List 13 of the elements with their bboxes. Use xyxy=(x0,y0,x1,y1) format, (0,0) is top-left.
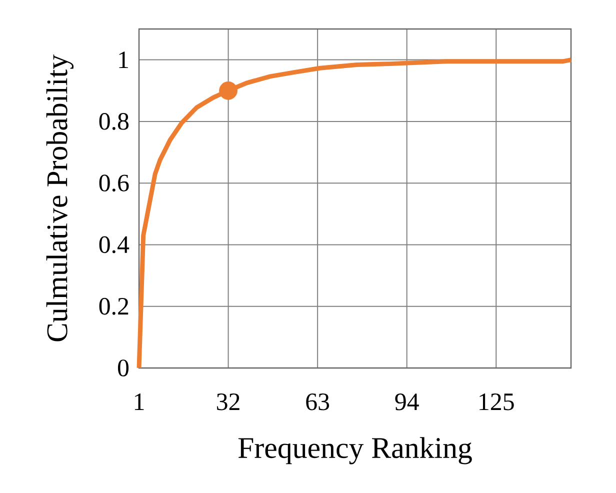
y-tick-label: 0.6 xyxy=(99,174,129,192)
x-tick-label: 94 xyxy=(395,394,419,410)
x-axis-title: Frequency Ranking xyxy=(238,437,472,464)
y-tick-label: 0.2 xyxy=(99,298,128,315)
x-tick-label: 32 xyxy=(217,394,240,410)
y-tick-label: 0 xyxy=(118,360,129,376)
y-tick-label: 1 xyxy=(119,52,128,68)
x-tick-label: 125 xyxy=(480,394,514,410)
y-tick-label: 0.8 xyxy=(99,112,129,130)
y-axis-title: Culmulative Probability xyxy=(46,54,74,342)
x-tick-label: 1 xyxy=(134,394,144,410)
x-tick-label: 63 xyxy=(306,394,330,410)
y-tick-label: 0.4 xyxy=(99,236,130,254)
